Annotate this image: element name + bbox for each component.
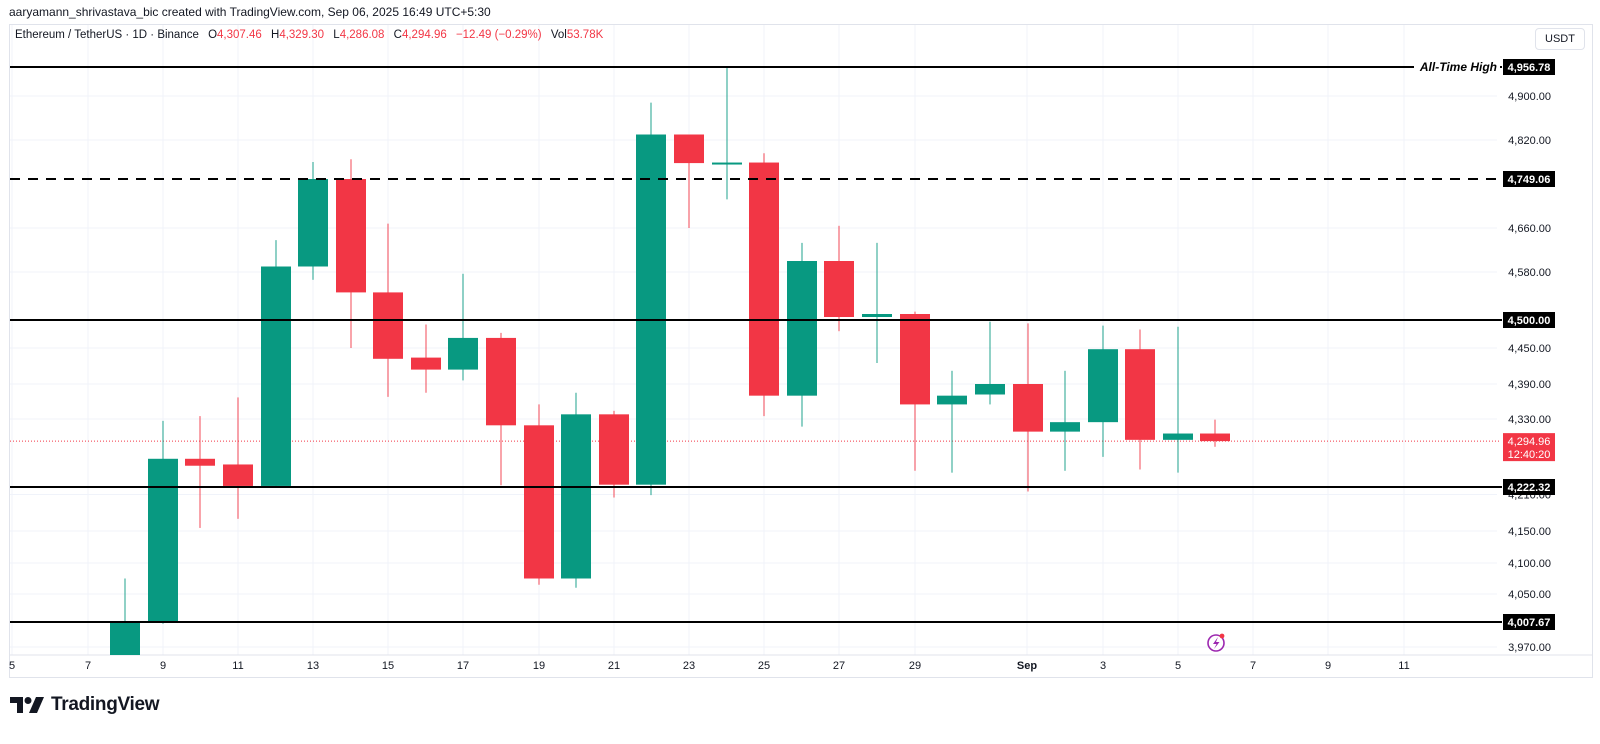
price-axis-label: 4,330.00 <box>1508 414 1551 426</box>
candle[interactable] <box>524 404 554 585</box>
price-axis-label: 4,150.00 <box>1508 526 1551 538</box>
tradingview-logo[interactable]: TradingView <box>10 694 160 716</box>
time-axis-label: 25 <box>758 660 770 672</box>
high-value: 4,329.30 <box>279 29 325 41</box>
symbol-title[interactable]: Ethereum / TetherUS · 1D · Binance <box>15 29 199 41</box>
time-axis-label: 13 <box>307 660 319 672</box>
candle[interactable] <box>1125 329 1155 470</box>
candle[interactable] <box>1050 370 1080 471</box>
time-axis-label: 9 <box>160 660 166 672</box>
candle[interactable] <box>1163 326 1193 473</box>
candle[interactable] <box>787 242 817 427</box>
time-axis-label: 19 <box>533 660 545 672</box>
candle[interactable] <box>1088 325 1118 457</box>
price-axis-label: 4,820.00 <box>1508 135 1551 147</box>
time-axis-label: 5 <box>1175 660 1181 672</box>
candle[interactable] <box>712 67 742 200</box>
close-value: 4,294.96 <box>401 29 447 41</box>
candle[interactable] <box>486 332 516 486</box>
time-axis-label: 17 <box>457 660 469 672</box>
time-axis-label: 5 <box>9 660 15 672</box>
price-axis-label: 4,660.00 <box>1508 223 1551 235</box>
time-axis-label: 11 <box>232 660 243 672</box>
svg-text:4,956.78: 4,956.78 <box>1508 62 1551 74</box>
price-axis-label: 4,450.00 <box>1508 343 1551 355</box>
candle[interactable] <box>975 321 1005 405</box>
candle[interactable] <box>937 370 967 473</box>
candle[interactable] <box>336 159 366 348</box>
candle[interactable] <box>749 153 779 417</box>
candles <box>110 67 1230 664</box>
candle[interactable] <box>110 578 140 664</box>
svg-text:4,222.32: 4,222.32 <box>1508 482 1551 494</box>
price-axis-label: 4,580.00 <box>1508 267 1551 279</box>
candle[interactable] <box>561 392 591 588</box>
tradingview-logo-icon <box>10 697 44 713</box>
time-axis-label: 9 <box>1325 660 1331 672</box>
time-axis-label: 3 <box>1100 660 1106 672</box>
candle[interactable] <box>185 416 215 528</box>
symbol-legend: Ethereum / TetherUS · 1D · Binance O4,30… <box>15 29 604 41</box>
low-value: 4,286.08 <box>339 29 385 41</box>
candle[interactable] <box>599 410 629 498</box>
candle[interactable] <box>674 134 704 229</box>
time-axis-label: 7 <box>85 660 91 672</box>
price-level-tag <box>1503 479 1555 495</box>
time-axis-label: 21 <box>608 660 620 672</box>
price-axis-label: 4,900.00 <box>1508 91 1551 103</box>
time-axis-label: 7 <box>1250 660 1256 672</box>
candle[interactable] <box>148 420 178 624</box>
change-value: −12.49 (−0.29%) <box>455 29 542 41</box>
price-axis-label: 4,100.00 <box>1508 558 1551 570</box>
svg-text:4,749.06: 4,749.06 <box>1508 174 1551 186</box>
currency-button[interactable]: USDT <box>1535 28 1585 50</box>
candle[interactable] <box>824 225 854 332</box>
svg-text:4,294.96: 4,294.96 <box>1508 436 1551 448</box>
candle[interactable] <box>448 273 478 381</box>
time-axis-label: 15 <box>382 660 394 672</box>
candle[interactable] <box>373 223 403 397</box>
candle[interactable] <box>1200 419 1230 447</box>
svg-text:4,500.00: 4,500.00 <box>1508 315 1551 327</box>
last-price-tag <box>1503 433 1555 462</box>
candle[interactable] <box>411 324 441 393</box>
volume-value: 53.78K <box>566 29 604 41</box>
time-axis-label: 27 <box>833 660 845 672</box>
price-axis-label: 3,970.00 <box>1508 642 1551 654</box>
candle[interactable] <box>298 161 328 280</box>
candle[interactable] <box>636 102 666 496</box>
price-axis-label: 4,390.00 <box>1508 379 1551 391</box>
time-axis-label: 11 <box>1398 660 1409 672</box>
price-axis-label: 4,050.00 <box>1508 589 1551 601</box>
bar-countdown: 12:40:20 <box>1508 449 1551 461</box>
attribution-text: aaryamann_shrivastava_bic created with T… <box>9 5 491 19</box>
chart-frame <box>9 24 1593 678</box>
open-value: 4,307.46 <box>217 29 262 41</box>
price-level-tag <box>1503 312 1555 328</box>
all-time-high-label: All-Time High <box>1419 60 1497 74</box>
candle[interactable] <box>862 242 892 363</box>
price-level-tag <box>1503 171 1555 187</box>
price-level-tag <box>1503 59 1555 75</box>
svg-text:4,007.67: 4,007.67 <box>1508 617 1551 629</box>
tradingview-logo-text: TradingView <box>51 694 160 715</box>
time-axis-label: 23 <box>683 660 695 672</box>
time-axis-label: Sep <box>1017 660 1037 672</box>
price-level-tag <box>1503 614 1555 630</box>
candle[interactable] <box>261 240 291 488</box>
time-axis-label: 29 <box>909 660 921 672</box>
candle[interactable] <box>900 311 930 471</box>
candle[interactable] <box>1013 323 1043 492</box>
candle[interactable] <box>223 397 253 519</box>
lightning-event-icon[interactable] <box>1207 633 1225 652</box>
